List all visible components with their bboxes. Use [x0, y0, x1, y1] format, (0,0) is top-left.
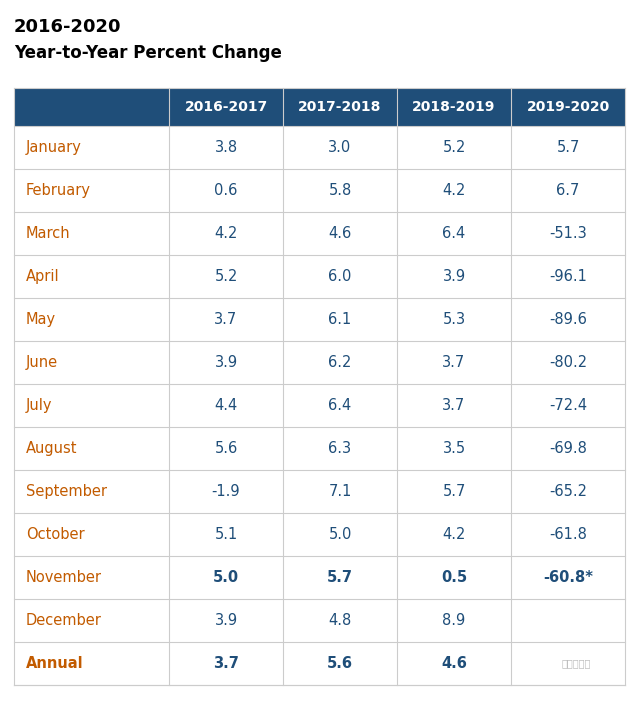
FancyBboxPatch shape: [14, 556, 625, 599]
Text: 5.7: 5.7: [557, 140, 580, 155]
FancyBboxPatch shape: [14, 427, 625, 470]
Text: -51.3: -51.3: [549, 226, 587, 241]
Text: -61.8: -61.8: [549, 527, 587, 542]
FancyBboxPatch shape: [14, 642, 625, 685]
Text: 0.6: 0.6: [214, 183, 238, 198]
Text: 民航数据控: 民航数据控: [561, 658, 590, 668]
Text: February: February: [26, 183, 91, 198]
Text: 5.1: 5.1: [214, 527, 238, 542]
Text: 5.8: 5.8: [328, 183, 351, 198]
Text: -1.9: -1.9: [212, 484, 240, 499]
FancyBboxPatch shape: [14, 513, 625, 556]
Text: 5.6: 5.6: [214, 441, 238, 456]
Text: June: June: [26, 355, 58, 370]
Text: -69.8: -69.8: [549, 441, 587, 456]
Text: 3.8: 3.8: [215, 140, 238, 155]
Text: -80.2: -80.2: [549, 355, 587, 370]
Text: 5.2: 5.2: [442, 140, 466, 155]
FancyBboxPatch shape: [14, 298, 625, 341]
Text: Year-to-Year Percent Change: Year-to-Year Percent Change: [14, 44, 282, 62]
Text: 7.1: 7.1: [328, 484, 351, 499]
Text: 2018-2019: 2018-2019: [412, 100, 496, 114]
Text: -89.6: -89.6: [549, 312, 587, 327]
FancyBboxPatch shape: [14, 126, 625, 169]
Text: 4.2: 4.2: [442, 527, 466, 542]
Text: 6.4: 6.4: [328, 398, 351, 413]
FancyBboxPatch shape: [14, 599, 625, 642]
Text: 5.3: 5.3: [442, 312, 466, 327]
Text: 5.0: 5.0: [213, 570, 239, 585]
Text: 0.5: 0.5: [441, 570, 467, 585]
Text: 4.2: 4.2: [214, 226, 238, 241]
Text: 3.7: 3.7: [442, 398, 466, 413]
FancyBboxPatch shape: [14, 470, 625, 513]
FancyBboxPatch shape: [14, 88, 625, 126]
Text: 3.7: 3.7: [213, 656, 239, 671]
Text: 3.0: 3.0: [328, 140, 351, 155]
Text: -96.1: -96.1: [549, 269, 587, 284]
Text: 6.2: 6.2: [328, 355, 351, 370]
Text: 5.0: 5.0: [328, 527, 351, 542]
Text: 5.2: 5.2: [214, 269, 238, 284]
Text: 6.4: 6.4: [442, 226, 466, 241]
Text: 5.7: 5.7: [442, 484, 466, 499]
Text: 3.9: 3.9: [215, 355, 238, 370]
FancyBboxPatch shape: [14, 255, 625, 298]
Text: 3.5: 3.5: [442, 441, 466, 456]
Text: October: October: [26, 527, 84, 542]
Text: December: December: [26, 613, 102, 628]
Text: 8.9: 8.9: [442, 613, 466, 628]
Text: November: November: [26, 570, 102, 585]
Text: July: July: [26, 398, 52, 413]
Text: 2016-2020: 2016-2020: [14, 18, 121, 36]
Text: -60.8*: -60.8*: [543, 570, 593, 585]
FancyBboxPatch shape: [14, 341, 625, 384]
Text: 3.9: 3.9: [215, 613, 238, 628]
Text: 2016-2017: 2016-2017: [185, 100, 268, 114]
Text: 4.2: 4.2: [442, 183, 466, 198]
Text: 4.8: 4.8: [328, 613, 351, 628]
FancyBboxPatch shape: [14, 384, 625, 427]
Text: 3.7: 3.7: [214, 312, 238, 327]
Text: 4.6: 4.6: [328, 226, 351, 241]
Text: 6.1: 6.1: [328, 312, 351, 327]
Text: 6.0: 6.0: [328, 269, 351, 284]
Text: 5.6: 5.6: [327, 656, 353, 671]
Text: August: August: [26, 441, 77, 456]
Text: -72.4: -72.4: [549, 398, 587, 413]
Text: 6.3: 6.3: [328, 441, 351, 456]
Text: 2017-2018: 2017-2018: [298, 100, 381, 114]
Text: May: May: [26, 312, 56, 327]
Text: Annual: Annual: [26, 656, 84, 671]
Text: 2019-2020: 2019-2020: [527, 100, 610, 114]
Text: September: September: [26, 484, 107, 499]
Text: 6.7: 6.7: [557, 183, 580, 198]
Text: March: March: [26, 226, 71, 241]
Text: 4.6: 4.6: [441, 656, 467, 671]
FancyBboxPatch shape: [14, 169, 625, 212]
Text: 3.9: 3.9: [442, 269, 466, 284]
Text: 5.7: 5.7: [327, 570, 353, 585]
Text: April: April: [26, 269, 59, 284]
Text: -65.2: -65.2: [549, 484, 587, 499]
Text: 4.4: 4.4: [214, 398, 238, 413]
Text: 3.7: 3.7: [442, 355, 466, 370]
Text: January: January: [26, 140, 82, 155]
FancyBboxPatch shape: [14, 212, 625, 255]
